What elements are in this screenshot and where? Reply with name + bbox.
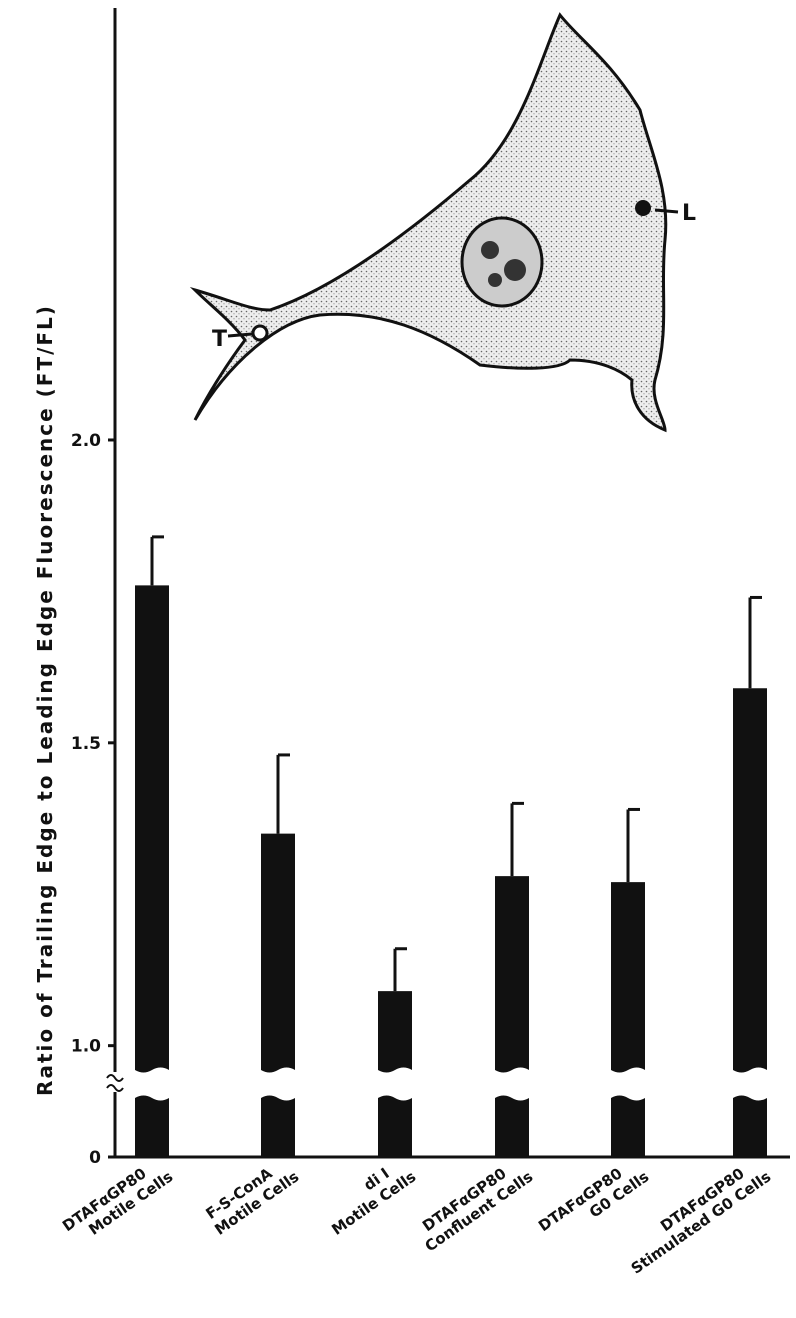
bar (135, 585, 169, 1073)
cell-outline (189, 12, 668, 433)
y-axis-label: Ratio of Trailing Edge to Leading Edge F… (33, 304, 57, 1096)
arrow (654, 208, 679, 214)
nucleus (460, 216, 544, 308)
nucleolus (481, 241, 499, 259)
annotation: T (212, 327, 227, 352)
y-axis-label-text: Ratio of Trailing Edge to Leading Edge F… (33, 406, 57, 1096)
annotation: L (682, 201, 696, 226)
nucleolus (488, 273, 502, 287)
nucleolus (504, 259, 526, 281)
y-tick-label: 0 (89, 1148, 101, 1168)
bar (378, 991, 412, 1073)
x-tick-label: F-S-ConAMotile Cells (201, 1153, 302, 1239)
x-tick-label: DTAFαGP80G0 Cells (535, 1153, 652, 1250)
bar-stub (261, 1095, 295, 1157)
trailing-spot (251, 324, 269, 342)
bar (261, 833, 295, 1073)
x-tick-label: DTAFαGP80Motile Cells (59, 1153, 176, 1250)
arrow (227, 332, 253, 338)
leading-spot (635, 200, 651, 216)
x-tick-label: di IMotile Cells (318, 1153, 419, 1239)
bar-stub (135, 1095, 169, 1157)
bar-stub (378, 1095, 412, 1157)
bar-stub (733, 1095, 767, 1157)
bar (495, 876, 529, 1073)
bar (733, 688, 767, 1073)
bar-stub (611, 1095, 645, 1157)
bar (611, 882, 645, 1073)
y-tick-label: 1.5 (71, 734, 101, 754)
y-tick-label: 2.0 (71, 431, 101, 451)
bar-stub (495, 1095, 529, 1157)
y-tick-label: 1.0 (71, 1037, 101, 1057)
x-tick-label: DTAFαGP80Confluent Cells (411, 1153, 536, 1256)
y-axis-unit: (FT/FL) (33, 304, 57, 397)
axis-break (106, 1074, 124, 1092)
cell-diagram: T L (189, 12, 696, 433)
